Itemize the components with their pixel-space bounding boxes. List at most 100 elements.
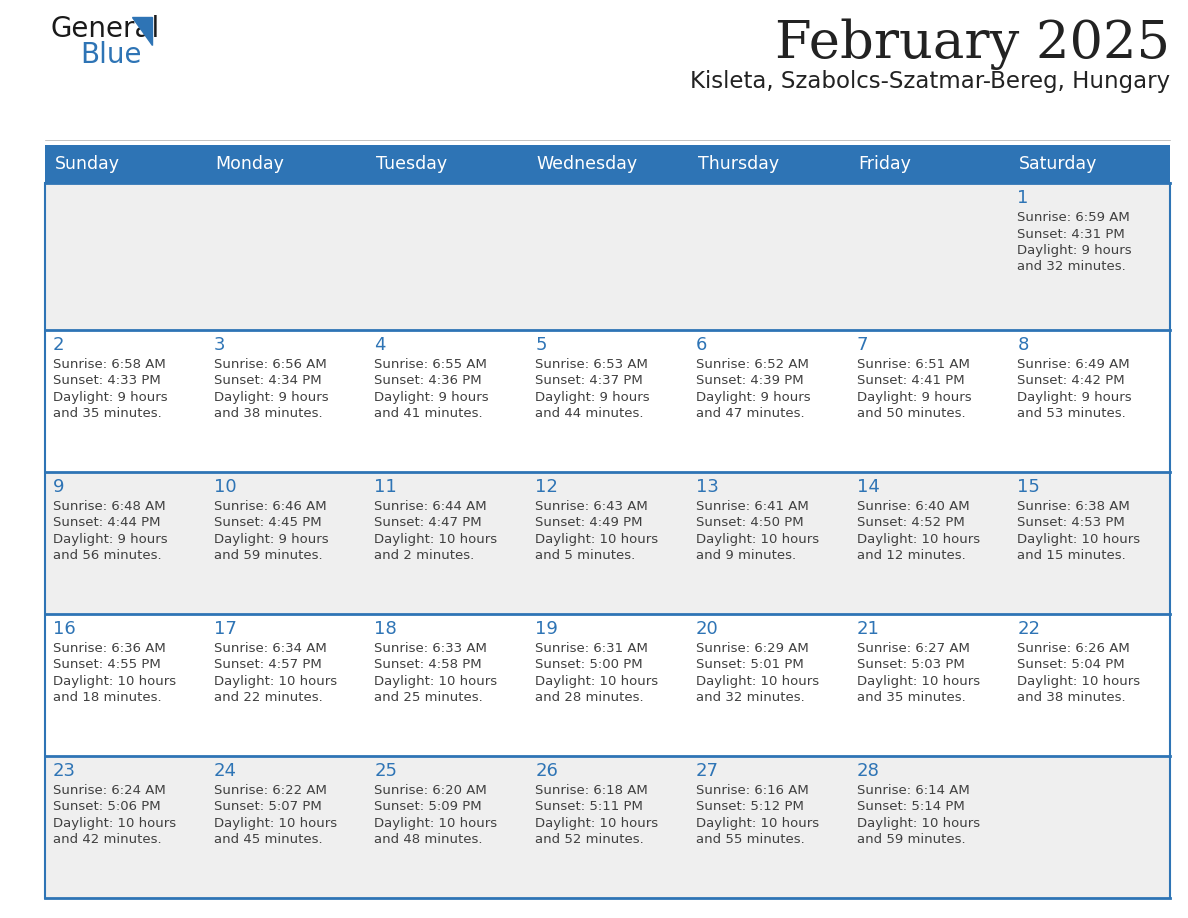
Bar <box>45 145 206 183</box>
Bar <box>688 145 848 183</box>
Text: 21: 21 <box>857 620 879 638</box>
Bar <box>366 472 527 614</box>
Text: Sunset: 5:04 PM: Sunset: 5:04 PM <box>1017 658 1125 671</box>
Text: 16: 16 <box>53 620 76 638</box>
Bar <box>527 614 688 756</box>
Text: Sunrise: 6:34 AM: Sunrise: 6:34 AM <box>214 642 327 655</box>
Text: and 28 minutes.: and 28 minutes. <box>535 691 644 704</box>
Bar <box>848 756 1010 898</box>
Bar <box>848 614 1010 756</box>
Text: Sunrise: 6:20 AM: Sunrise: 6:20 AM <box>374 784 487 797</box>
Text: Sunrise: 6:58 AM: Sunrise: 6:58 AM <box>53 358 166 371</box>
Bar <box>527 183 688 330</box>
Text: Sunrise: 6:49 AM: Sunrise: 6:49 AM <box>1017 358 1130 371</box>
Bar <box>45 472 206 614</box>
Text: Daylight: 10 hours: Daylight: 10 hours <box>214 675 337 688</box>
Text: Daylight: 9 hours: Daylight: 9 hours <box>535 390 650 404</box>
Text: Sunset: 4:52 PM: Sunset: 4:52 PM <box>857 516 965 529</box>
Bar <box>366 756 527 898</box>
Text: Sunrise: 6:46 AM: Sunrise: 6:46 AM <box>214 499 327 512</box>
Text: 26: 26 <box>535 762 558 780</box>
Text: Sunrise: 6:24 AM: Sunrise: 6:24 AM <box>53 784 166 797</box>
Text: 14: 14 <box>857 477 879 496</box>
Text: Daylight: 9 hours: Daylight: 9 hours <box>696 390 810 404</box>
Text: and 15 minutes.: and 15 minutes. <box>1017 549 1126 562</box>
Text: Sunset: 5:07 PM: Sunset: 5:07 PM <box>214 800 322 813</box>
Text: 23: 23 <box>53 762 76 780</box>
Bar <box>688 472 848 614</box>
Text: Daylight: 9 hours: Daylight: 9 hours <box>374 390 489 404</box>
Text: 27: 27 <box>696 762 719 780</box>
Bar <box>206 614 366 756</box>
Text: and 50 minutes.: and 50 minutes. <box>857 407 965 420</box>
Text: Daylight: 10 hours: Daylight: 10 hours <box>53 675 176 688</box>
Bar <box>206 145 366 183</box>
Text: Sunrise: 6:36 AM: Sunrise: 6:36 AM <box>53 642 166 655</box>
Text: and 47 minutes.: and 47 minutes. <box>696 407 804 420</box>
Bar <box>527 756 688 898</box>
Text: Daylight: 10 hours: Daylight: 10 hours <box>1017 532 1140 545</box>
Bar <box>45 614 206 756</box>
Text: Sunrise: 6:27 AM: Sunrise: 6:27 AM <box>857 642 969 655</box>
Text: and 12 minutes.: and 12 minutes. <box>857 549 966 562</box>
Bar <box>848 145 1010 183</box>
Text: 11: 11 <box>374 477 397 496</box>
Text: Sunset: 5:01 PM: Sunset: 5:01 PM <box>696 658 803 671</box>
Text: Tuesday: Tuesday <box>377 155 447 173</box>
Bar <box>527 145 688 183</box>
Text: Sunset: 4:33 PM: Sunset: 4:33 PM <box>53 374 160 387</box>
Text: Sunrise: 6:56 AM: Sunrise: 6:56 AM <box>214 358 327 371</box>
Text: Blue: Blue <box>80 41 141 69</box>
Text: Sunset: 4:49 PM: Sunset: 4:49 PM <box>535 516 643 529</box>
Text: Sunset: 5:12 PM: Sunset: 5:12 PM <box>696 800 804 813</box>
Text: Monday: Monday <box>215 155 284 173</box>
Text: Sunrise: 6:16 AM: Sunrise: 6:16 AM <box>696 784 809 797</box>
Text: 7: 7 <box>857 336 868 353</box>
Text: Sunrise: 6:52 AM: Sunrise: 6:52 AM <box>696 358 809 371</box>
Text: and 22 minutes.: and 22 minutes. <box>214 691 322 704</box>
Text: and 41 minutes.: and 41 minutes. <box>374 407 484 420</box>
Bar <box>45 183 206 330</box>
Text: Sunrise: 6:29 AM: Sunrise: 6:29 AM <box>696 642 809 655</box>
Bar <box>366 183 527 330</box>
Text: and 45 minutes.: and 45 minutes. <box>214 834 322 846</box>
Text: 24: 24 <box>214 762 236 780</box>
Text: Daylight: 10 hours: Daylight: 10 hours <box>696 532 819 545</box>
Text: Sunrise: 6:40 AM: Sunrise: 6:40 AM <box>857 499 969 512</box>
Text: and 48 minutes.: and 48 minutes. <box>374 834 484 846</box>
Text: Daylight: 10 hours: Daylight: 10 hours <box>214 817 337 830</box>
Bar <box>206 330 366 472</box>
Text: and 35 minutes.: and 35 minutes. <box>53 407 162 420</box>
Text: Sunday: Sunday <box>55 155 120 173</box>
Bar <box>1010 330 1170 472</box>
Text: Daylight: 10 hours: Daylight: 10 hours <box>696 817 819 830</box>
Text: Daylight: 9 hours: Daylight: 9 hours <box>857 390 972 404</box>
Text: Saturday: Saturday <box>1019 155 1098 173</box>
Text: and 32 minutes.: and 32 minutes. <box>696 691 804 704</box>
Text: 5: 5 <box>535 336 546 353</box>
Text: Daylight: 10 hours: Daylight: 10 hours <box>857 817 980 830</box>
Text: Sunset: 4:57 PM: Sunset: 4:57 PM <box>214 658 322 671</box>
Text: Daylight: 10 hours: Daylight: 10 hours <box>374 532 498 545</box>
Text: Sunset: 5:03 PM: Sunset: 5:03 PM <box>857 658 965 671</box>
Text: and 56 minutes.: and 56 minutes. <box>53 549 162 562</box>
Text: Sunset: 4:31 PM: Sunset: 4:31 PM <box>1017 228 1125 241</box>
Text: Daylight: 10 hours: Daylight: 10 hours <box>53 817 176 830</box>
Text: Sunrise: 6:26 AM: Sunrise: 6:26 AM <box>1017 642 1130 655</box>
Text: 12: 12 <box>535 477 558 496</box>
Text: Daylight: 9 hours: Daylight: 9 hours <box>1017 244 1132 257</box>
Text: Sunset: 5:00 PM: Sunset: 5:00 PM <box>535 658 643 671</box>
Bar <box>45 756 206 898</box>
Text: Daylight: 10 hours: Daylight: 10 hours <box>857 532 980 545</box>
Text: and 38 minutes.: and 38 minutes. <box>214 407 322 420</box>
Bar <box>366 614 527 756</box>
Text: Daylight: 10 hours: Daylight: 10 hours <box>1017 675 1140 688</box>
Text: and 5 minutes.: and 5 minutes. <box>535 549 636 562</box>
Text: Sunrise: 6:44 AM: Sunrise: 6:44 AM <box>374 499 487 512</box>
Bar <box>1010 183 1170 330</box>
Text: and 32 minutes.: and 32 minutes. <box>1017 261 1126 274</box>
Text: 15: 15 <box>1017 477 1041 496</box>
Text: 17: 17 <box>214 620 236 638</box>
Text: 19: 19 <box>535 620 558 638</box>
Text: 25: 25 <box>374 762 398 780</box>
